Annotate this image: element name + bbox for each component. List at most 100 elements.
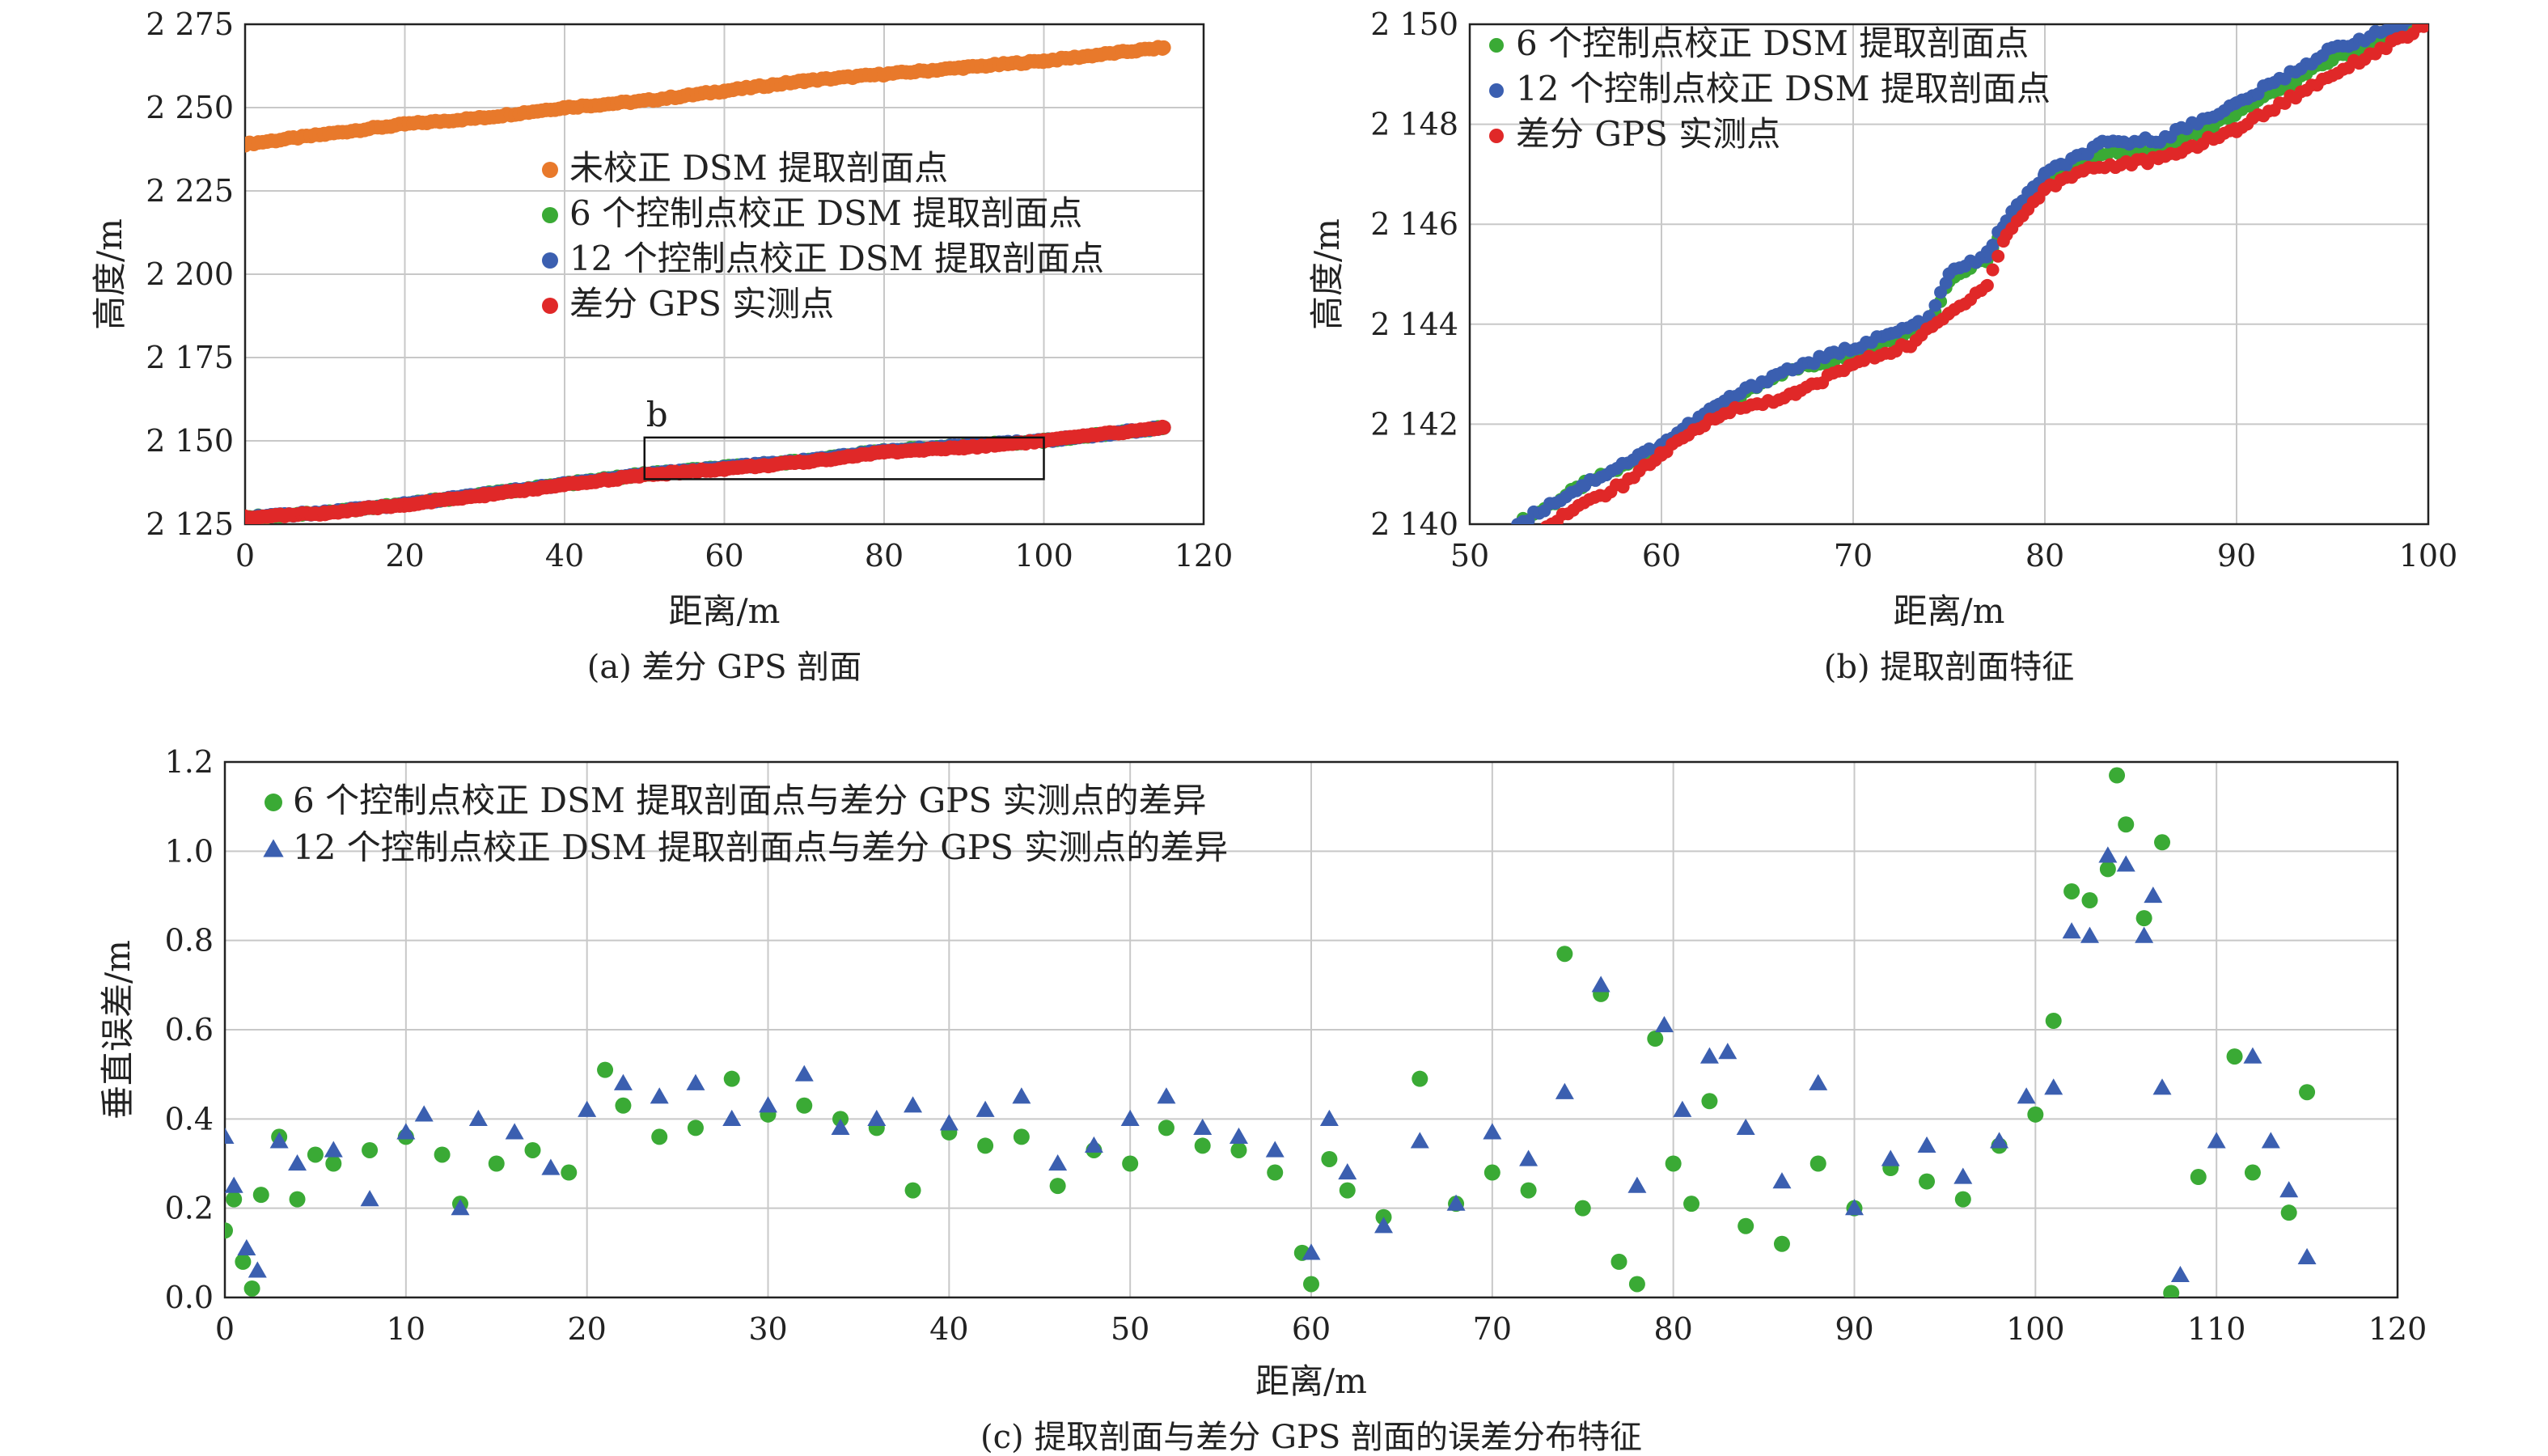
series-2-point <box>225 1127 235 1145</box>
legend-marker <box>542 252 558 269</box>
series-2-point <box>1302 1243 1321 1260</box>
series-1-point <box>561 1164 578 1181</box>
series-2-point <box>468 1109 488 1126</box>
series-1-point <box>2099 861 2116 878</box>
series-2-point <box>541 1158 561 1175</box>
y-tick-label: 0.4 <box>165 1101 214 1136</box>
y-tick-label: 0.8 <box>165 923 214 959</box>
series-2-point <box>505 1123 524 1140</box>
x-tick-label: 100 <box>1014 538 1073 574</box>
y-tick-label: 2 142 <box>1370 406 1458 442</box>
series-2-point <box>1319 1109 1339 1126</box>
legend-marker <box>263 839 284 857</box>
y-tick-label: 0.6 <box>165 1012 214 1048</box>
x-tick-label: 110 <box>2187 1311 2246 1347</box>
x-tick-label: 50 <box>1450 538 1489 574</box>
series-1-point <box>1049 1178 1066 1195</box>
y-tick-label: 2 150 <box>146 423 234 459</box>
y-axis-title: 垂直误差/m <box>98 940 138 1120</box>
series-1-point <box>1230 1141 1247 1158</box>
series-3-point <box>1986 263 2000 277</box>
legend: 6 个控制点校正 DSM 提取剖面点 12 个控制点校正 DSM 提取剖面点差分 … <box>1489 23 2051 154</box>
legend-marker <box>542 207 558 223</box>
series-1-point <box>977 1137 994 1154</box>
series-1-point <box>1610 1253 1627 1270</box>
x-tick-label: 60 <box>1292 1311 1331 1347</box>
y-tick-label: 2 150 <box>1370 6 1458 42</box>
legend-marker <box>1489 129 1504 143</box>
series-2-point <box>414 1105 434 1122</box>
legend-label: 未校正 DSM 提取剖面点 <box>569 148 948 188</box>
series-2-point <box>288 1154 307 1171</box>
y-tick-label: 2 148 <box>1370 107 1458 142</box>
series-1-point <box>1701 1093 1718 1110</box>
series-1-point <box>434 1146 451 1163</box>
series-1-point <box>2045 1012 2062 1029</box>
series-2-point <box>1809 1073 1828 1090</box>
series-1-point <box>1013 1128 1030 1145</box>
y-tick-label: 0.0 <box>165 1280 214 1315</box>
series-1-point <box>1267 1164 1284 1181</box>
y-tick-label: 2 144 <box>1370 307 1458 342</box>
series-1-point <box>2190 1169 2207 1186</box>
legend-label: 12 个控制点校正 DSM 提取剖面点与差分 GPS 实测点的差异 <box>293 827 1228 867</box>
x-tick-label: 90 <box>2217 538 2256 574</box>
series-3-point <box>1991 249 2005 263</box>
series-1-point <box>2027 1106 2044 1123</box>
x-tick-label: 20 <box>385 538 424 574</box>
series-2-point <box>794 1064 814 1081</box>
x-axis-title: 距离/m <box>1255 1361 1367 1401</box>
y-tick-label: 2 125 <box>146 506 234 542</box>
series-1-point <box>2226 1048 2243 1065</box>
x-tick-label: 80 <box>2025 538 2064 574</box>
panel-caption: (a) 差分 GPS 剖面 <box>587 649 861 686</box>
x-tick-label: 70 <box>1834 538 1873 574</box>
series-1-point <box>687 1120 704 1136</box>
series-1-point <box>1156 40 1171 55</box>
series-1-point <box>1484 1164 1500 1181</box>
panel-caption: (b) 提取剖面特征 <box>1824 649 2075 686</box>
x-tick-label: 90 <box>1835 1311 1873 1347</box>
series-2-point <box>2297 1247 2317 1264</box>
legend-label: 6 个控制点校正 DSM 提取剖面点 <box>569 193 1082 233</box>
x-tick-label: 0 <box>235 538 255 574</box>
legend: 6 个控制点校正 DSM 提取剖面点与差分 GPS 实测点的差异 12 个控制点校… <box>263 781 1228 867</box>
legend-marker <box>1489 83 1504 98</box>
series-2-point <box>360 1190 379 1207</box>
series-2-point <box>1881 1149 1900 1166</box>
y-tick-label: 2 225 <box>146 173 234 209</box>
legend-marker <box>542 162 558 178</box>
series-2-point <box>1986 239 2000 252</box>
series-2-point <box>1555 1082 1574 1099</box>
series-1-point <box>2135 910 2152 927</box>
series-2-point <box>1845 1199 1864 1216</box>
series-2-point <box>2279 1181 2299 1198</box>
series-1-point <box>1683 1196 1700 1213</box>
series-2-point <box>2044 1078 2063 1095</box>
series-1-point <box>2163 1285 2180 1297</box>
x-tick-label: 40 <box>929 1311 968 1347</box>
series-1-point <box>1628 1276 1645 1293</box>
series-1-point <box>1954 1191 1971 1208</box>
series-2-point <box>2135 926 2154 943</box>
y-axis-title: 高度/m <box>90 218 129 330</box>
series-2-point <box>1953 1167 1973 1184</box>
x-tick-label: 60 <box>705 538 743 574</box>
series-1-point <box>524 1141 541 1158</box>
y-tick-label: 2 275 <box>146 6 234 42</box>
series-1-point <box>1122 1155 1139 1172</box>
series-1-point <box>615 1097 632 1114</box>
series-2-point <box>2116 855 2135 872</box>
series-1-point <box>651 1128 668 1145</box>
series-1-point <box>243 1280 260 1297</box>
legend-label: 12 个控制点校正 DSM 提取剖面点 <box>569 239 1104 278</box>
plot-frame <box>243 23 1205 526</box>
series-2-point <box>1048 1154 1068 1171</box>
series-2-point <box>1591 976 1610 993</box>
series-2-point <box>2207 1132 2226 1149</box>
y-axis-title: 高度/m <box>1307 218 1347 330</box>
series-2-point <box>1265 1141 1285 1158</box>
series-1-point <box>723 1070 740 1087</box>
series-1-point <box>1321 1150 1338 1167</box>
